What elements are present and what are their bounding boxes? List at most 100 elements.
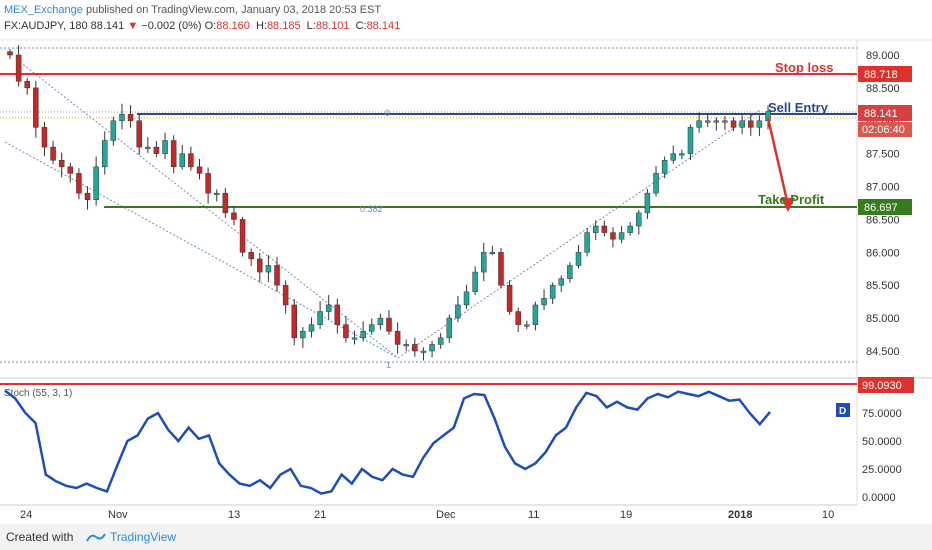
candle-body (110, 120, 117, 141)
candle-body (679, 153, 685, 156)
stoch-value-text: 99.0930 (862, 380, 902, 392)
open-value: 88.160 (216, 20, 250, 32)
candle-body (15, 54, 22, 82)
candle-body (257, 258, 263, 273)
candle-body (618, 232, 625, 240)
candle-body (636, 212, 642, 227)
candle-body (644, 192, 651, 214)
open-label: O: (204, 20, 217, 32)
stop-loss-price-badge (858, 66, 912, 82)
candle-body (222, 192, 229, 214)
candle-body (300, 331, 306, 339)
candle-body (308, 324, 315, 332)
stoch-tick-label: 75.0000 (862, 408, 902, 420)
candle-body (67, 166, 74, 174)
candle-body (334, 304, 341, 325)
price-tick-label: 89.000 (866, 50, 900, 62)
countdown-badge (858, 122, 912, 137)
candle-body (722, 120, 728, 123)
price-tick-label: 86.500 (866, 214, 900, 226)
candle-body (532, 304, 539, 325)
candle-body (119, 113, 125, 122)
candle-body (524, 324, 530, 327)
publish-line: MEX_Exchange published on TradingView.co… (4, 4, 381, 16)
candles-group (7, 45, 771, 361)
candle-body (360, 331, 366, 339)
down-arrow-icon: ▼ (127, 20, 139, 32)
time-tick-label: 11 (528, 509, 539, 521)
candle-body (196, 166, 203, 174)
time-tick-label: 2018 (728, 509, 752, 521)
stoch-d-text: D (839, 406, 846, 417)
published-text: published on TradingView.com, January 03… (85, 4, 382, 16)
fib-label-1: 1 (386, 360, 391, 370)
stoch-title[interactable]: Stoch (55, 3, 1) (4, 388, 72, 399)
candle-body (274, 265, 280, 286)
publisher-link[interactable]: MEX_Exchange (4, 4, 83, 16)
candle-body (584, 232, 590, 253)
candle-body (549, 284, 556, 299)
candle-body (369, 324, 375, 332)
candle-body (403, 344, 409, 347)
stoch-tick-label: 50.0000 (862, 436, 902, 448)
take-profit-price-text: 86.697 (864, 202, 898, 214)
candle-body (498, 252, 504, 286)
candle-body (179, 153, 186, 168)
symbol-line: FX:AUDJPY, 180 88.141 ▼ −0.002 (0%) O:88… (4, 20, 403, 32)
candle-body (575, 252, 582, 266)
candle-body (377, 317, 384, 325)
candle-body (84, 192, 91, 200)
candle-body (76, 173, 82, 194)
stoch-tick-label: 25.0000 (862, 464, 902, 476)
price-tick-label: 87.500 (866, 149, 900, 161)
candle-body (136, 120, 142, 148)
tradingview-logo-icon (86, 533, 106, 542)
projection-arrow (766, 117, 790, 206)
candle-body (162, 140, 168, 154)
price-tick-label: 86.000 (866, 247, 900, 259)
stoch-d-badge (836, 403, 850, 417)
candle-body (687, 127, 694, 154)
trendline-upper (19, 61, 399, 359)
stop-loss-price-text: 88.718 (864, 69, 898, 81)
time-tick-label: 13 (228, 509, 240, 521)
tradingview-brand[interactable]: TradingView (110, 530, 177, 544)
footer: Created with TradingView (0, 524, 932, 550)
fib-diagonal (397, 109, 761, 359)
candle-body (50, 146, 56, 161)
candle-body (325, 304, 332, 312)
candle-body (437, 337, 444, 345)
stoch-tick-label: 0.0000 (862, 492, 896, 504)
candle-body (558, 278, 565, 286)
candle-body (412, 344, 418, 352)
candle-body (58, 159, 65, 168)
time-tick-label: Nov (108, 509, 128, 521)
candle-body (188, 153, 194, 168)
candle-body (93, 166, 99, 200)
countdown-text: 02:06:40 (862, 124, 905, 136)
price-tick-label: 85.500 (866, 280, 900, 292)
symbol-label[interactable]: FX:AUDJPY, 180 (4, 20, 88, 32)
candle-body (386, 317, 392, 332)
price-change: −0.002 (0%) (141, 20, 202, 32)
current-price-badge (858, 105, 912, 121)
candle-body (601, 225, 608, 233)
candle-body (282, 284, 289, 306)
sell-entry-label: Sell Entry (768, 100, 829, 115)
stoch-line (4, 389, 771, 495)
trendline-lower (4, 141, 399, 359)
candle-body (317, 311, 323, 325)
high-value: 88.185 (266, 20, 301, 32)
candle-body (213, 192, 220, 195)
stoch-value-badge (858, 377, 914, 393)
candle-body (33, 87, 39, 128)
candle-body (127, 113, 134, 122)
chart-area[interactable]: Stop loss Sell Entry Take Profit 0 0.382… (0, 0, 932, 524)
candle-body (170, 140, 177, 168)
high-label: H: (255, 20, 267, 32)
candle-body (343, 324, 349, 339)
price-tick-label: 85.000 (866, 313, 900, 325)
candle-body (205, 173, 211, 194)
take-profit-label: Take Profit (758, 192, 825, 207)
candle-body (265, 265, 272, 273)
